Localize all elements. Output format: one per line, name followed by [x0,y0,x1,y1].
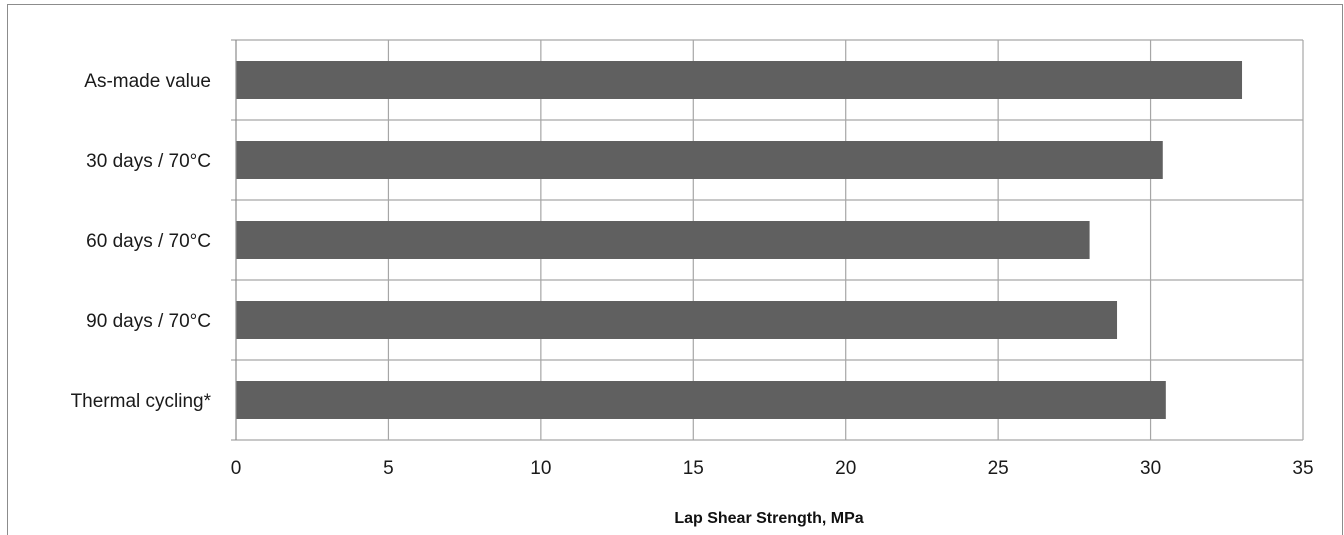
category-label: 60 days / 70°C [86,231,211,252]
bar [236,381,1166,419]
bar [236,141,1163,179]
bar [236,301,1118,339]
x-tick-label: 30 [1140,458,1161,479]
labels: 0 5 10 15 20 25 30 35 As-made value 30 days / 70°… [71,71,1314,479]
bars [236,61,1243,419]
bar [236,221,1090,259]
chart-frame [7,4,1343,535]
grid-lines [231,39,1304,441]
category-label: 90 days / 70°C [86,311,211,332]
x-tick-label: 5 [383,458,394,479]
category-label: Thermal cycling* [71,391,212,412]
x-tick-label: 15 [683,458,704,479]
x-tick-label: 0 [231,458,242,479]
x-tick-label: 10 [530,458,551,479]
bar [236,61,1243,99]
x-tick-label: 25 [988,458,1009,479]
x-tick-label: 35 [1292,458,1313,479]
category-label: 30 days / 70°C [86,151,211,172]
x-tick-label: 20 [835,458,856,479]
category-label: As-made value [84,71,211,92]
x-axis-title: Lap Shear Strength, MPa [674,510,863,527]
